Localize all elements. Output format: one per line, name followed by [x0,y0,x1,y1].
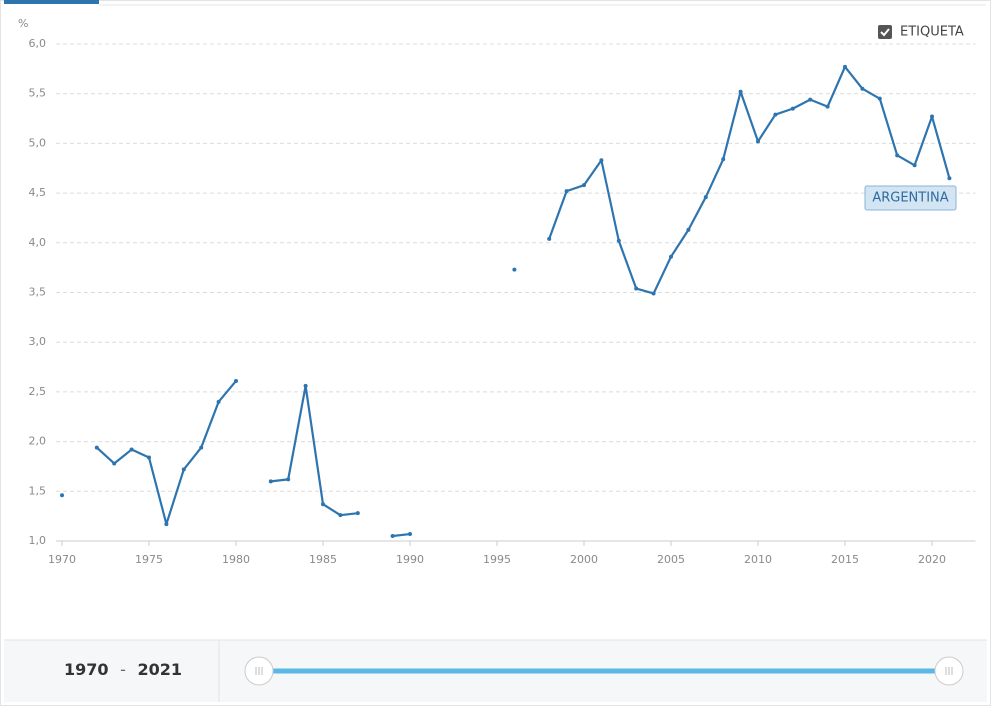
range-start: 1970 [64,660,109,679]
y-tick-label: 5,5 [29,87,47,100]
point [512,267,517,272]
x-tick-label: 2010 [744,553,772,566]
y-tick-label: 3,0 [29,335,47,348]
x-tick-label: 1995 [483,553,511,566]
point [338,513,343,518]
x-tick-label: 1970 [48,553,76,566]
y-tick-label: 2,5 [29,385,47,398]
point [756,139,760,144]
point [912,163,917,168]
y-tick-label: 1,5 [29,484,47,497]
point [181,467,186,472]
point [651,291,656,296]
point [408,532,412,537]
point [582,183,586,188]
point [94,445,99,450]
point [147,455,151,460]
point [599,158,604,163]
point [825,104,830,109]
point [669,254,673,259]
point [60,493,64,498]
point [321,502,325,507]
y-axis-label: % [18,17,28,30]
point [843,64,847,69]
y-tick-label: 4,0 [29,236,47,249]
point [808,97,813,102]
point [773,112,778,117]
series-label-box [864,185,957,211]
point [930,114,934,119]
point [547,236,552,241]
point [790,106,795,111]
toggle-label[interactable]: ETIQUETA [900,25,964,40]
point [564,189,569,194]
range-separator: - [120,660,126,679]
point [234,378,238,383]
handle-grips [255,667,953,675]
point [738,89,743,94]
point [860,86,865,91]
x-tick-label: 1980 [222,553,250,566]
checkbox[interactable] [878,25,892,39]
series-label: ARGENTINA [864,185,957,211]
point [286,477,291,482]
x-tick-label: 2000 [570,553,598,566]
point [634,286,639,291]
label-toggle[interactable]: ETIQUETA [878,25,964,40]
point [112,461,117,466]
check [880,28,890,37]
point [721,157,726,162]
range-end: 2021 [137,660,182,679]
point [390,534,395,539]
x-tick-label: 1990 [396,553,424,566]
y-tick-label: 6,0 [29,37,47,50]
range-label: 1970 - 2021 [64,660,182,679]
point [877,96,882,101]
y-tick-label: 5,0 [29,136,47,149]
x-tick-label: 2015 [831,553,859,566]
y-tick-label: 4,5 [29,186,47,199]
x-tick-label: 2005 [657,553,685,566]
point [355,511,360,516]
series-label-text: ARGENTINA [872,191,948,206]
point [129,447,134,452]
point [199,445,204,450]
point [303,383,308,388]
point [703,195,708,200]
point [895,153,900,158]
point [164,522,169,527]
point [947,176,952,181]
x-tick-label: 2020 [918,553,946,566]
x-tick-label: 1975 [135,553,163,566]
point [616,238,621,243]
point [268,479,273,484]
active-tab[interactable] [4,0,99,4]
point [686,227,691,232]
y-tick-label: 1,0 [29,534,47,547]
x-tick-label: 1985 [309,553,337,566]
y-tick-label: 2,0 [29,435,47,448]
point [216,399,221,404]
y-tick-label: 3,5 [29,286,47,299]
